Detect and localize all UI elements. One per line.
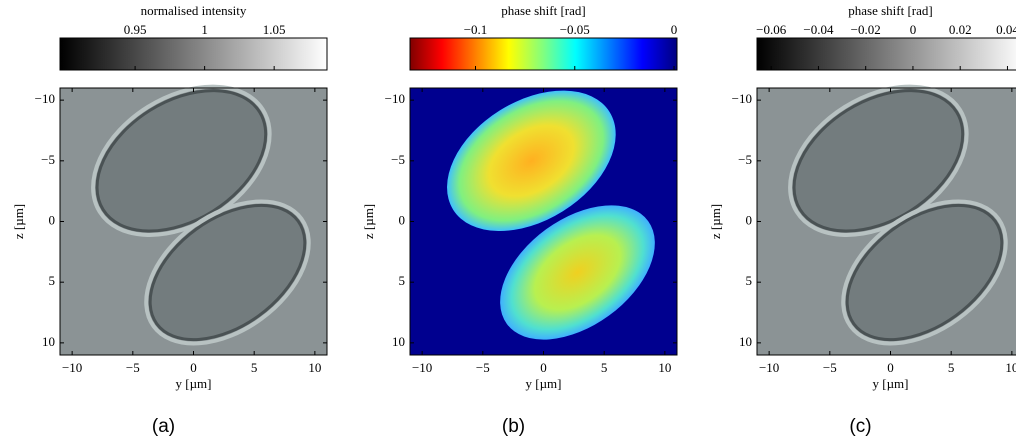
x-tick-label: 5 <box>601 360 608 375</box>
colorbar-tick-label: 0 <box>671 22 678 37</box>
x-axis-label: y [µm] <box>525 376 561 391</box>
x-tick-label: 0 <box>190 360 197 375</box>
x-tick-label: −10 <box>412 360 432 375</box>
x-axis-label: y [µm] <box>872 376 908 391</box>
image <box>757 84 1016 355</box>
y-tick-label: −5 <box>391 152 405 167</box>
y-tick-label: 10 <box>392 334 405 349</box>
y-axis-label: z [µm] <box>708 204 723 239</box>
colorbar-label: phase shift [rad] <box>501 3 585 18</box>
y-tick-label: −5 <box>738 152 752 167</box>
y-axis-label: z [µm] <box>361 204 376 239</box>
y-tick-label: 10 <box>42 334 55 349</box>
x-tick-label: −10 <box>759 360 779 375</box>
cell <box>500 205 655 340</box>
x-tick-label: −5 <box>126 360 140 375</box>
y-tick-label: −5 <box>41 152 55 167</box>
y-tick-label: 5 <box>746 273 753 288</box>
cell <box>845 203 1004 342</box>
colorbar-tick-label: −0.05 <box>560 22 590 37</box>
colorbar-tick-label: 0 <box>910 22 917 37</box>
cell <box>148 203 307 342</box>
y-tick-label: −10 <box>385 91 405 106</box>
x-tick-label: 5 <box>948 360 955 375</box>
cell-halo <box>144 199 311 346</box>
colorbar-tick-label: 1 <box>201 22 208 37</box>
cell <box>447 90 616 232</box>
colorbar-tick-label: −0.1 <box>464 22 488 37</box>
y-tick-label: 5 <box>399 273 406 288</box>
colorbar-tick-label: 0.04 <box>996 22 1016 37</box>
cell <box>95 89 268 233</box>
y-tick-label: 0 <box>49 212 56 227</box>
x-tick-label: 5 <box>251 360 258 375</box>
colorbar <box>756 37 1016 71</box>
colorbar-tick-label: 0.95 <box>124 22 147 37</box>
colorbar-tick-label: −0.02 <box>851 22 881 37</box>
y-tick-label: −10 <box>732 91 752 106</box>
x-tick-label: −5 <box>823 360 837 375</box>
x-tick-label: −5 <box>476 360 490 375</box>
x-tick-label: 10 <box>658 360 671 375</box>
colorbar-tick-label: 0.02 <box>949 22 972 37</box>
x-axis-label: y [µm] <box>175 376 211 391</box>
colorbar-tick-label: −0.04 <box>803 22 834 37</box>
image <box>60 84 327 355</box>
colorbar <box>59 37 328 71</box>
y-tick-label: 5 <box>49 273 56 288</box>
cell-halo <box>841 199 1008 346</box>
image <box>410 88 677 355</box>
y-axis-label: z [µm] <box>11 204 26 239</box>
y-tick-label: 10 <box>739 334 752 349</box>
colorbar-label: normalised intensity <box>141 3 247 18</box>
caption: (c) <box>849 416 871 437</box>
x-tick-label: 10 <box>308 360 321 375</box>
x-tick-label: 10 <box>1005 360 1016 375</box>
x-tick-label: 0 <box>540 360 547 375</box>
colorbar-tick-label: −0.06 <box>756 22 787 37</box>
colorbar-tick-label: 1.05 <box>263 22 286 37</box>
x-tick-label: −10 <box>62 360 82 375</box>
cell <box>792 89 965 233</box>
y-tick-label: 0 <box>746 212 753 227</box>
colorbar <box>409 37 678 71</box>
y-tick-label: 0 <box>399 212 406 227</box>
y-tick-label: −10 <box>35 91 55 106</box>
x-tick-label: 0 <box>887 360 894 375</box>
colorbar-label: phase shift [rad] <box>848 3 932 18</box>
caption: (b) <box>502 416 525 437</box>
caption: (a) <box>152 416 175 437</box>
